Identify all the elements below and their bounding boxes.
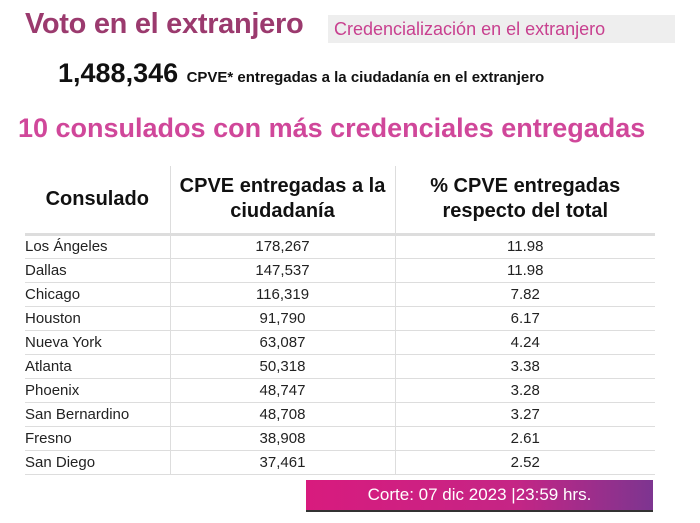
percent-cell: 6.17 [394,306,655,331]
percent-cell: 2.61 [394,426,655,451]
consulate-cell: Fresno [25,426,170,451]
percent-cell: 7.82 [394,282,655,307]
percent-cell: 4.24 [394,330,655,355]
cpve-cell: 37,461 [169,450,395,475]
percent-cell: 3.38 [394,354,655,379]
consulate-cell: Houston [25,306,170,331]
consulate-cell: San Diego [25,450,170,475]
cutoff-banner: Corte: 07 dic 2023 |23:59 hrs. [306,480,653,512]
header-cpve: CPVE entregadas a la ciudadanía [169,166,395,236]
total-label: CPVE* entregadas a la ciudadanía en el e… [186,69,545,86]
percent-cell: 2.52 [394,450,655,475]
consulate-cell: Los Ángeles [25,234,170,259]
section-title: 10 consulados con más credenciales entre… [18,113,646,143]
consulate-cell: Phoenix [25,378,170,403]
cpve-cell: 48,747 [169,378,395,403]
table-row: San Bernardino 48,708 3.27 [25,402,655,427]
table-row: San Diego 37,461 2.52 [25,450,655,475]
table-row: Houston 91,790 6.17 [25,306,655,331]
consulate-cell: Chicago [25,282,170,307]
table-row: Fresno 38,908 2.61 [25,426,655,451]
table-row: Nueva York 63,087 4.24 [25,330,655,355]
table-row: Dallas 147,537 11.98 [25,258,655,283]
cpve-cell: 50,318 [169,354,395,379]
consulates-table: Consulado CPVE entregadas a la ciudadaní… [25,166,655,475]
table-header-row: Consulado CPVE entregadas a la ciudadaní… [25,166,655,236]
cpve-cell: 147,537 [169,258,395,283]
header-consulado: Consulado [25,166,170,236]
cpve-cell: 91,790 [169,306,395,331]
cpve-cell: 38,908 [169,426,395,451]
total-summary: 1,488,346 CPVE* entregadas a la ciudadan… [58,58,544,89]
total-value: 1,488,346 [58,58,179,88]
consulate-cell: San Bernardino [25,402,170,427]
cpve-cell: 48,708 [169,402,395,427]
consulate-cell: Dallas [25,258,170,283]
table-row: Phoenix 48,747 3.28 [25,378,655,403]
subtitle-badge: Credencialización en el extranjero [328,15,675,43]
table-row: Los Ángeles 178,267 11.98 [25,234,655,259]
cpve-cell: 178,267 [169,234,395,259]
percent-cell: 3.28 [394,378,655,403]
consulate-cell: Nueva York [25,330,170,355]
cpve-cell: 63,087 [169,330,395,355]
percent-cell: 3.27 [394,402,655,427]
table-row: Atlanta 50,318 3.38 [25,354,655,379]
percent-cell: 11.98 [394,234,655,259]
header-percent: % CPVE entregadas respecto del total [394,166,655,236]
table-row: Chicago 116,319 7.82 [25,282,655,307]
percent-cell: 11.98 [394,258,655,283]
cpve-cell: 116,319 [169,282,395,307]
consulate-cell: Atlanta [25,354,170,379]
page-title: Voto en el extranjero [25,8,304,40]
